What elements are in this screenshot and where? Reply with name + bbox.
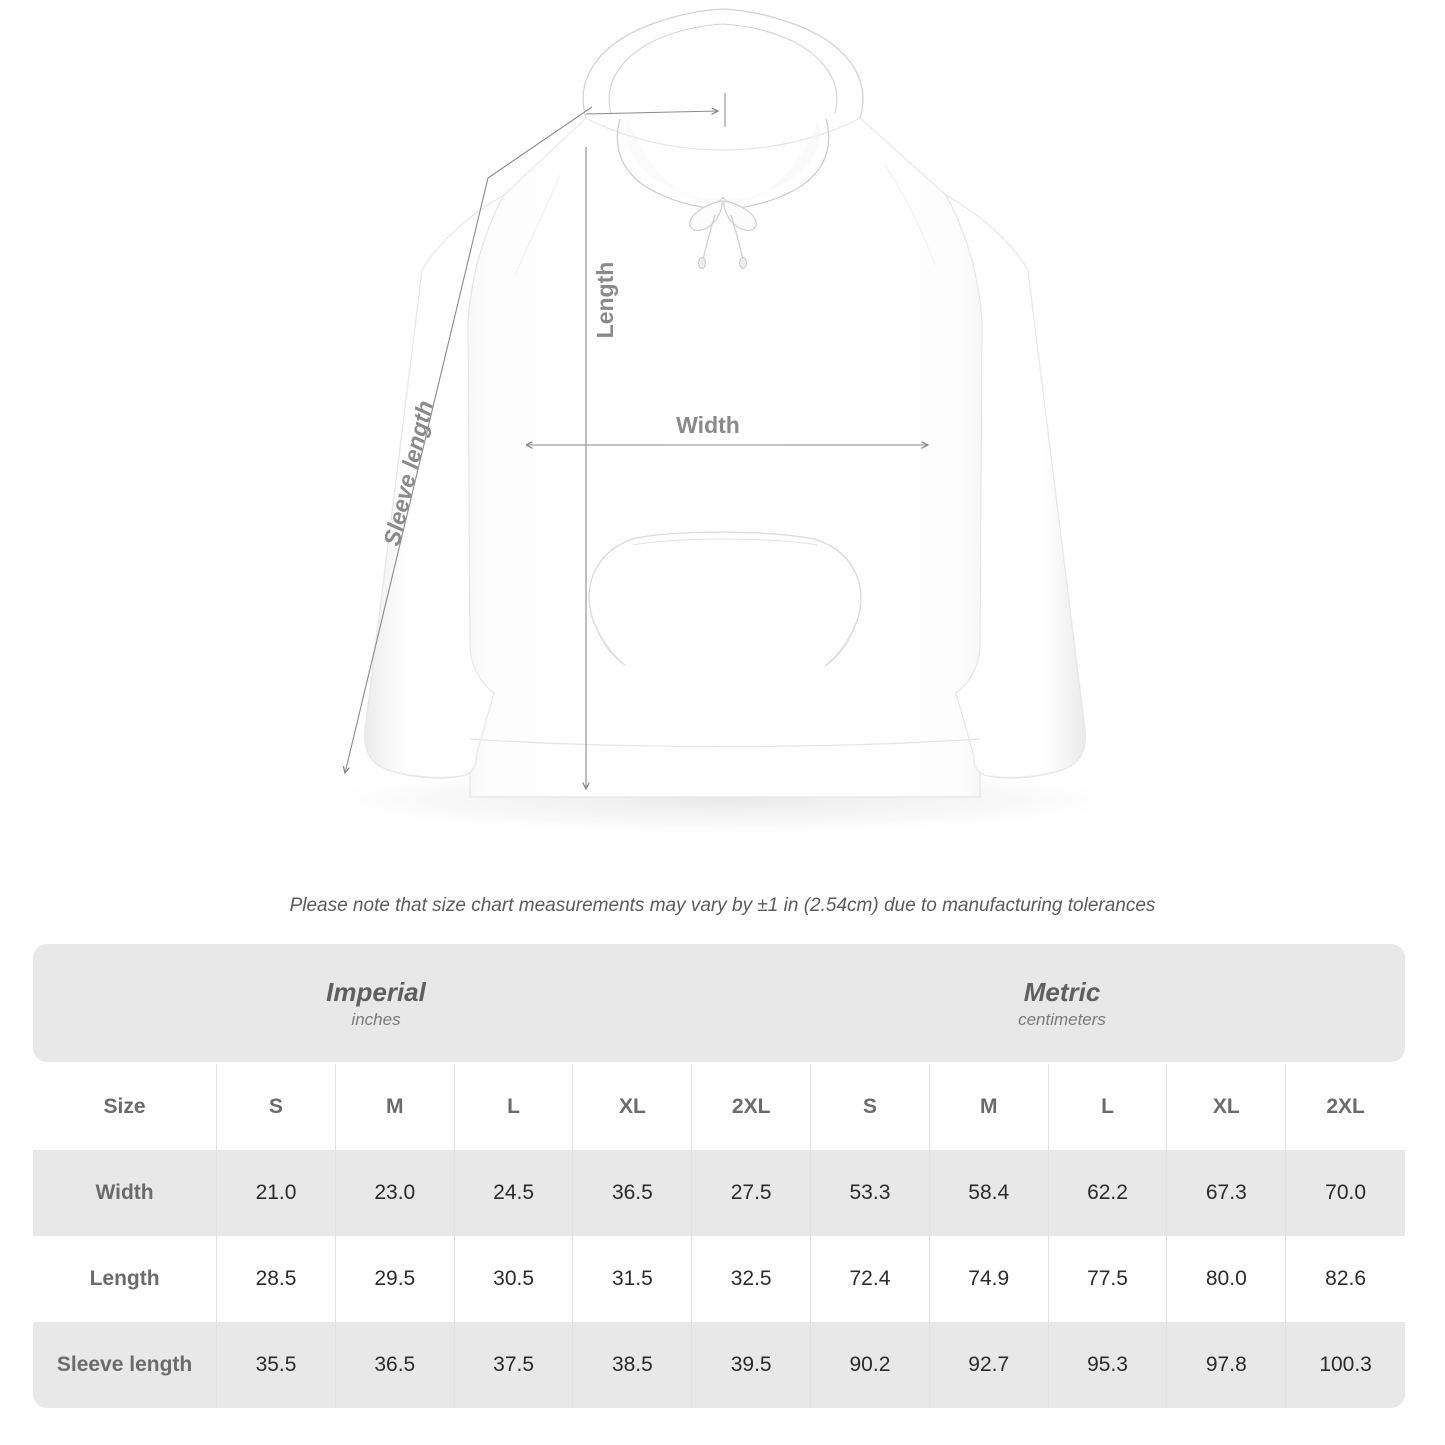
svg-text:Width: Width	[676, 412, 740, 438]
svg-text:Sleeve length: Sleeve length	[378, 398, 438, 548]
svg-text:Length: Length	[592, 262, 618, 339]
